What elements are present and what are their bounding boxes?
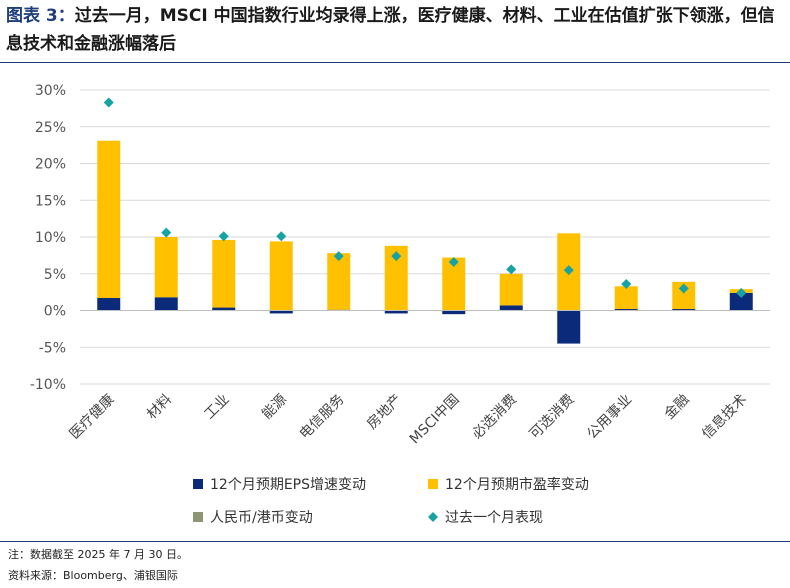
- y-tick-label: 5%: [44, 267, 66, 283]
- eps-bar: [269, 310, 293, 314]
- eps-bar: [154, 297, 178, 311]
- category-label: 金融: [661, 392, 692, 423]
- pe-bar: [97, 140, 121, 299]
- legend-swatch: [428, 512, 438, 522]
- stacked-bar-chart: 30% 25% 20% 15% 10% 5% 0% -5% -10% 医疗健康 材料 工业 能源 电信服…: [30, 83, 770, 526]
- bottom-divider: [0, 541, 790, 542]
- top-divider: [0, 62, 790, 63]
- category-label: 能源: [259, 392, 290, 423]
- category-label: 电信服务: [297, 392, 348, 443]
- legend-label: 12个月预期EPS增速变动: [210, 477, 366, 493]
- category-label: 必选消费: [469, 392, 520, 443]
- y-tick-label: 0%: [44, 304, 66, 320]
- legend-swatch: [193, 512, 203, 522]
- performance-marker: [448, 256, 459, 267]
- category-label: 房地产: [364, 392, 405, 433]
- y-tick-label: 25%: [35, 120, 66, 136]
- pe-bar: [154, 237, 178, 298]
- y-tick-label: 20%: [35, 157, 66, 173]
- eps-bar: [384, 310, 408, 314]
- eps-bar: [614, 309, 638, 311]
- performance-marker: [391, 251, 402, 262]
- category-label: 材料: [144, 392, 175, 423]
- eps-bar: [672, 309, 696, 311]
- eps-bar: [97, 298, 121, 311]
- eps-bar: [499, 305, 523, 311]
- y-tick-label: 10%: [35, 230, 66, 246]
- performance-marker: [276, 231, 287, 242]
- category-label: 医疗健康: [66, 391, 118, 443]
- gridlines: [80, 89, 770, 385]
- pe-bar: [672, 281, 696, 310]
- eps-bar: [729, 292, 753, 311]
- footnote: 注：数据截至 2025 年 7 月 30 日。: [8, 548, 188, 561]
- legend-eps: 12个月预期EPS增速变动: [193, 477, 366, 493]
- performance-marker: [678, 283, 689, 294]
- y-tick-label: -5%: [39, 340, 66, 356]
- source-note: 资料来源：Bloomberg、浦银国际: [8, 569, 178, 582]
- performance-marker: [161, 227, 172, 238]
- y-tick-label: 30%: [35, 83, 66, 99]
- y-tick-label: 15%: [35, 193, 66, 209]
- legend-label: 12个月预期市盈率变动: [445, 476, 589, 493]
- performance-marker: [736, 287, 747, 298]
- eps-bar: [442, 310, 466, 315]
- category-label: 公用事业: [584, 392, 635, 443]
- pe-bar: [327, 253, 351, 310]
- performance-marker: [103, 97, 114, 108]
- legend-label: 过去一个月表现: [445, 510, 543, 526]
- pe-bar: [442, 257, 466, 311]
- pe-bar: [384, 245, 408, 311]
- performance-marker: [506, 264, 517, 275]
- bars: [80, 140, 770, 344]
- category-label: 工业: [201, 392, 232, 423]
- legend-fx: 人民币/港币变动: [193, 510, 313, 526]
- chart-title: 图表 3：过去一月，MSCI 中国指数行业均录得上涨，医疗健康、材料、工业在估值…: [6, 2, 786, 58]
- category-label: 可选消费: [527, 392, 578, 443]
- pe-bar: [269, 241, 293, 311]
- pe-bar: [212, 239, 236, 308]
- legend-swatch: [428, 479, 438, 489]
- eps-bar: [557, 310, 581, 344]
- y-tick-label: -10%: [30, 377, 66, 393]
- legend-pe: 12个月预期市盈率变动: [428, 476, 589, 493]
- legend-performance: 过去一个月表现: [428, 510, 543, 526]
- figure-label: 图表 3：: [6, 6, 75, 26]
- performance-marker: [621, 279, 632, 290]
- eps-bar: [212, 307, 236, 311]
- legend-swatch: [193, 479, 203, 489]
- pe-bar: [614, 286, 638, 310]
- pe-bar: [499, 273, 523, 306]
- category-label: 信息技术: [698, 391, 750, 443]
- x-axis-labels: 医疗健康 材料 工业 能源 电信服务 房地产 MSCI中国 必选消费 可选消费 公用事业 金融 信息技…: [66, 391, 750, 447]
- performance-markers: [103, 97, 747, 298]
- performance-marker: [333, 251, 344, 262]
- category-label: MSCI中国: [407, 392, 463, 448]
- performance-marker: [218, 231, 229, 242]
- y-axis-ticks: 30% 25% 20% 15% 10% 5% 0% -5% -10%: [30, 83, 66, 393]
- legend-label: 人民币/港币变动: [210, 510, 313, 526]
- chart-title-text: 过去一月，MSCI 中国指数行业均录得上涨，医疗健康、材料、工业在估值扩张下领涨…: [6, 6, 775, 54]
- performance-marker: [563, 265, 574, 276]
